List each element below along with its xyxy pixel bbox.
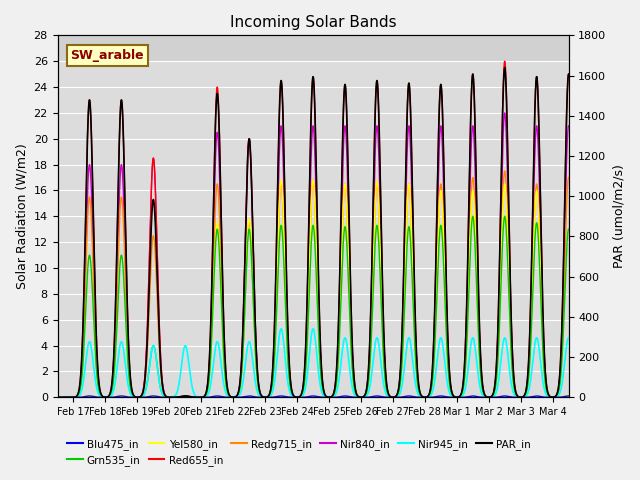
Bar — [58, 36, 568, 61]
Y-axis label: Solar Radiation (W/m2): Solar Radiation (W/m2) — [15, 144, 28, 289]
Y-axis label: PAR (umol/m2/s): PAR (umol/m2/s) — [612, 164, 625, 268]
Title: Incoming Solar Bands: Incoming Solar Bands — [230, 15, 396, 30]
Text: SW_arable: SW_arable — [70, 49, 144, 62]
Legend: Blu475_in, Grn535_in, Yel580_in, Red655_in, Redg715_in, Nir840_in, Nir945_in, PA: Blu475_in, Grn535_in, Yel580_in, Red655_… — [63, 434, 535, 470]
